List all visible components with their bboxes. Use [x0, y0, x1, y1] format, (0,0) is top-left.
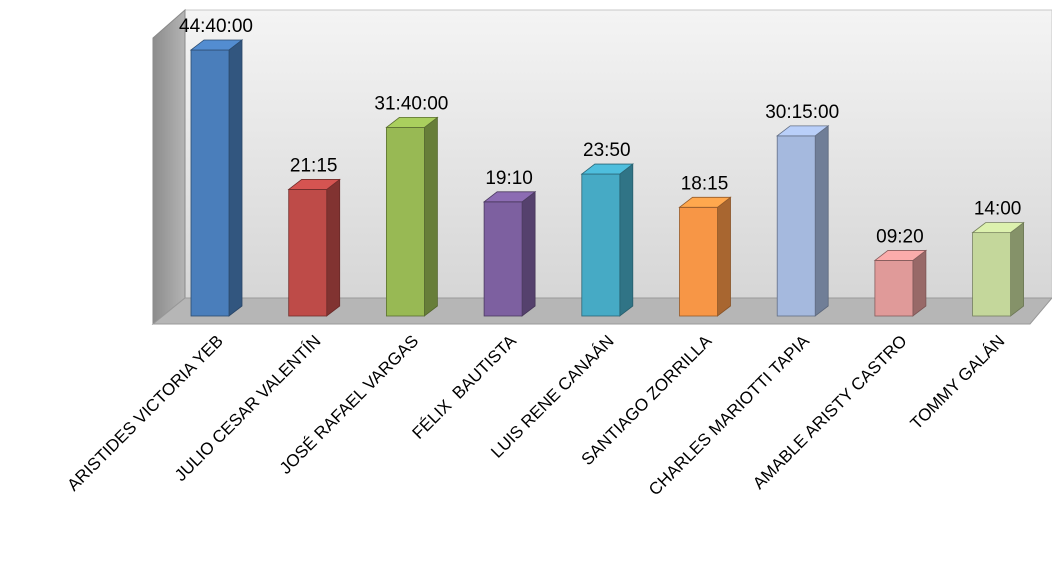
bar-side — [228, 39, 243, 317]
category-label: AMABLE ARISTY CASTRO — [749, 331, 911, 493]
bar-front — [483, 201, 523, 317]
bar-front — [972, 232, 1011, 317]
bar-side — [1010, 221, 1024, 317]
bar-side — [521, 191, 536, 317]
bar-side — [619, 163, 634, 317]
data-label: 30:15:00 — [765, 102, 839, 123]
bar — [873, 249, 928, 317]
bar-top — [678, 196, 732, 208]
bar — [678, 196, 732, 317]
bar — [580, 163, 634, 317]
bars-layer — [189, 39, 1025, 317]
bar-front — [581, 173, 621, 317]
data-label: 19:10 — [485, 168, 533, 189]
bar — [971, 221, 1025, 317]
data-label: 23:50 — [583, 140, 631, 161]
bar-top — [482, 191, 537, 203]
bar-top — [971, 222, 1025, 234]
data-labels-layer: 44:40:00 21:15 31:40:00 19:10 23:50 18:15 30:1… — [179, 16, 1021, 247]
data-label: 09:20 — [876, 226, 924, 247]
bar-front — [288, 189, 328, 317]
category-label: ARISTIDES VICTORIA YEB — [64, 331, 227, 494]
bar-side — [423, 116, 438, 317]
bar-top — [776, 125, 830, 137]
bar-side — [326, 178, 341, 317]
bar — [189, 39, 244, 317]
bar-side — [814, 125, 829, 317]
bar — [776, 125, 830, 317]
bar-front — [679, 206, 718, 317]
bar — [385, 116, 439, 317]
bar — [482, 191, 537, 317]
bar-top — [580, 163, 634, 175]
bar-front — [776, 135, 816, 317]
data-label: 18:15 — [681, 173, 729, 194]
bar-front — [190, 49, 230, 317]
bar-top — [189, 39, 244, 51]
bar-side — [912, 249, 927, 317]
bar-top — [287, 179, 341, 190]
data-label: 21:15 — [290, 155, 338, 176]
category-label: FÉLIX BAUTISTA — [409, 331, 521, 443]
bar-side — [717, 196, 731, 317]
bar — [287, 178, 341, 317]
data-label: 44:40:00 — [179, 16, 253, 37]
category-label: CHARLES MARIOTTI TAPIA — [645, 331, 813, 499]
category-label: TOMMY GALÁN — [907, 331, 1009, 433]
bar-front — [874, 260, 914, 317]
bar-top — [385, 116, 439, 128]
data-label: 31:40:00 — [374, 93, 448, 114]
bar-top — [873, 250, 928, 261]
data-label: 14:00 — [974, 199, 1022, 220]
bar-front — [385, 126, 425, 317]
side-wall — [152, 8, 186, 326]
